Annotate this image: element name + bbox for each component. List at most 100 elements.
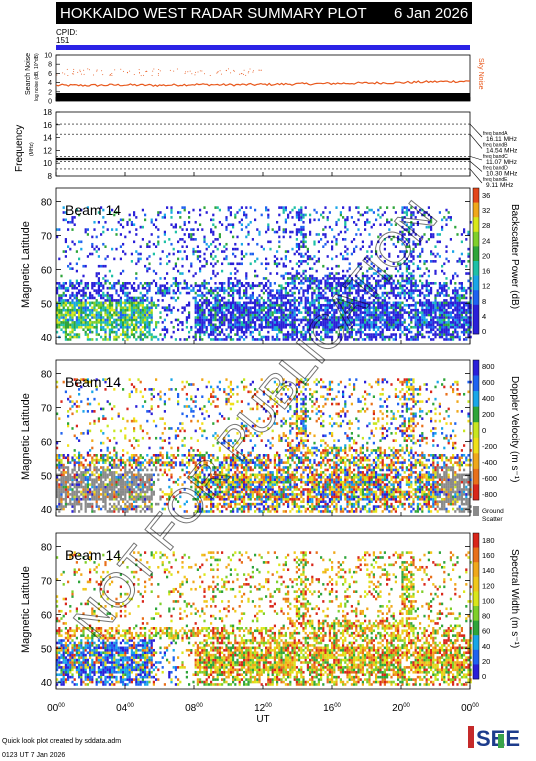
scatter-cell xyxy=(353,296,356,300)
scatter-cell xyxy=(445,338,448,341)
scatter-cell xyxy=(100,284,103,288)
scatter-cell xyxy=(232,282,235,285)
scatter-cell xyxy=(390,289,393,292)
scatter-cell xyxy=(262,335,265,339)
scatter-cell xyxy=(430,311,433,314)
scatter-cell xyxy=(128,502,131,506)
frequency-band-name: freq bandD xyxy=(483,166,508,172)
scatter-cell xyxy=(73,296,76,300)
scatter-cell xyxy=(328,211,331,214)
scatter-cell xyxy=(97,485,100,489)
scatter-cell xyxy=(403,279,406,283)
scatter-cell xyxy=(56,282,59,285)
scatter-cell xyxy=(364,328,367,331)
scatter-cell xyxy=(388,255,391,258)
scatter-cell xyxy=(419,325,422,329)
scatter-cell xyxy=(194,318,197,322)
scatter-cell xyxy=(454,294,457,297)
scatter-cell xyxy=(383,274,386,278)
scatter-cell xyxy=(282,313,285,317)
scatter-cell xyxy=(243,325,246,329)
scatter-cell xyxy=(392,279,395,283)
scatter-cell xyxy=(298,289,301,292)
scatter-cell xyxy=(401,279,404,283)
scatter-cell xyxy=(146,321,149,324)
scatter-cell xyxy=(339,318,342,322)
scatter-cell xyxy=(60,490,63,494)
scatter-cell xyxy=(282,318,285,322)
scatter-cell xyxy=(346,228,349,231)
scatter-cell xyxy=(287,277,290,280)
scatter-cell xyxy=(150,316,153,319)
scatter-cell xyxy=(124,471,127,474)
scatter-cell xyxy=(364,301,367,305)
noise-point xyxy=(185,71,187,73)
scatter-cell xyxy=(71,306,74,310)
scatter-cell xyxy=(130,301,133,305)
scatter-cell xyxy=(102,488,105,491)
scatter-cell xyxy=(97,488,100,491)
scatter-cell xyxy=(313,277,316,280)
scatter-cell xyxy=(335,282,338,285)
scatter-cell xyxy=(357,289,360,292)
scatter-cell xyxy=(93,397,96,401)
noise-point xyxy=(73,68,75,70)
scatter-cell xyxy=(60,483,63,486)
scatter-cell xyxy=(75,490,78,494)
scatter-cell xyxy=(313,306,316,310)
scatter-cell xyxy=(324,286,327,290)
scatter-cell xyxy=(467,230,470,234)
scatter-cell xyxy=(108,338,111,341)
scatter-cell xyxy=(225,242,228,246)
scatter-cell xyxy=(225,216,228,219)
scatter-cell xyxy=(350,252,353,256)
scatter-cell xyxy=(60,323,63,327)
scatter-cell xyxy=(269,303,272,307)
scatter-cell xyxy=(366,306,369,310)
scatter-cell xyxy=(278,338,281,341)
scatter-cell xyxy=(293,274,296,278)
scatter-cell xyxy=(364,274,367,278)
scatter-cell xyxy=(82,291,85,295)
scatter-cell xyxy=(405,245,408,248)
scatter-cell xyxy=(346,316,349,319)
scatter-cell xyxy=(434,325,437,329)
scatter-cell xyxy=(265,206,268,209)
scatter-cell xyxy=(73,478,76,482)
scatter-cell xyxy=(333,316,336,319)
scatter-cell xyxy=(106,291,109,295)
scatter-cell xyxy=(91,410,94,413)
scatter-cell xyxy=(115,321,118,324)
scatter-cell xyxy=(168,286,171,290)
scatter-cell xyxy=(130,383,133,386)
scatter-cell xyxy=(467,306,470,310)
scatter-cell xyxy=(207,308,210,312)
scatter-cell xyxy=(401,218,404,222)
noise-point xyxy=(79,71,81,73)
scatter-cell xyxy=(383,279,386,283)
scatter-cell xyxy=(414,318,417,322)
scatter-cell xyxy=(324,242,327,246)
scatter-cell xyxy=(243,311,246,314)
scatter-cell xyxy=(210,313,213,317)
scatter-cell xyxy=(370,306,373,310)
scatter-cell xyxy=(348,301,351,305)
scatter-cell xyxy=(333,313,336,317)
scatter-cell xyxy=(240,321,243,324)
scatter-cell xyxy=(463,328,466,331)
scatter-cell xyxy=(128,213,131,217)
scatter-cell xyxy=(148,301,151,305)
scatter-cell xyxy=(60,461,63,464)
scatter-cell xyxy=(64,299,67,302)
scatter-cell xyxy=(82,485,85,489)
scatter-cell xyxy=(348,306,351,310)
scatter-cell xyxy=(249,323,252,327)
scatter-cell xyxy=(403,262,406,266)
scatter-cell xyxy=(302,338,305,341)
noise-point xyxy=(248,70,250,72)
scatter-cell xyxy=(130,333,133,336)
scatter-cell xyxy=(75,400,78,403)
scatter-cell xyxy=(311,277,314,280)
scatter-cell xyxy=(207,318,210,322)
